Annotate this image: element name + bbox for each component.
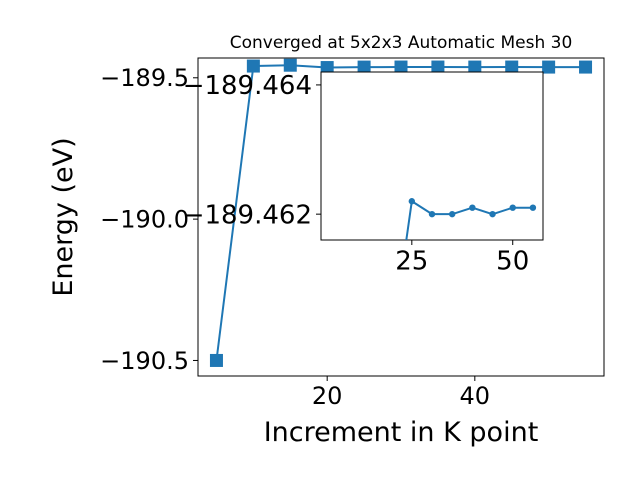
main-data-point: [431, 60, 445, 74]
main-ticks: 20 40 −190.5 −190.0 −189.5: [100, 64, 490, 410]
main-y-axis-label: Energy (eV): [48, 137, 79, 296]
main-series-group: [209, 58, 593, 367]
inset-data-point: [529, 204, 537, 211]
inset-x-tick-label: 50: [496, 247, 529, 277]
inset-series-line: [405, 199, 533, 240]
inset-data-point: [428, 210, 436, 218]
main-data-point: [209, 353, 223, 367]
main-data-point: [394, 60, 408, 74]
inset-y-tick-label: −189.462: [183, 200, 312, 230]
inset-data-point: [509, 204, 516, 211]
main-y-tick-label: −190.5: [100, 347, 189, 375]
inset-y-tick-label: −189.464: [183, 71, 312, 101]
main-y-tick-label: −190.0: [100, 206, 189, 234]
inset-x-tick-label: 25: [395, 247, 428, 277]
main-data-point: [320, 61, 334, 75]
main-x-axis-label: Increment in K point: [264, 417, 539, 448]
main-data-point: [579, 60, 593, 74]
inset-data-point: [469, 204, 476, 211]
inset-series-group: [405, 198, 537, 240]
main-chart-title: Converged at 5x2x3 Automatic Mesh 30: [230, 33, 573, 53]
inset-axes: 25 50 −189.464 −189.462: [183, 71, 544, 277]
inset-ticks: 25 50 −189.464 −189.462: [183, 71, 530, 277]
main-x-tick-label: 40: [460, 382, 491, 410]
main-data-point: [505, 60, 519, 74]
main-data-point: [357, 60, 371, 74]
main-x-tick-label: 20: [312, 382, 343, 410]
main-y-tick-label: −189.5: [100, 64, 189, 92]
main-data-point: [283, 58, 297, 72]
inset-data-point: [489, 210, 496, 218]
main-data-point: [468, 60, 482, 74]
inset-data-point: [448, 210, 456, 218]
main-data-point: [542, 60, 556, 74]
inset-data-point: [408, 198, 416, 205]
main-data-point: [246, 59, 260, 73]
